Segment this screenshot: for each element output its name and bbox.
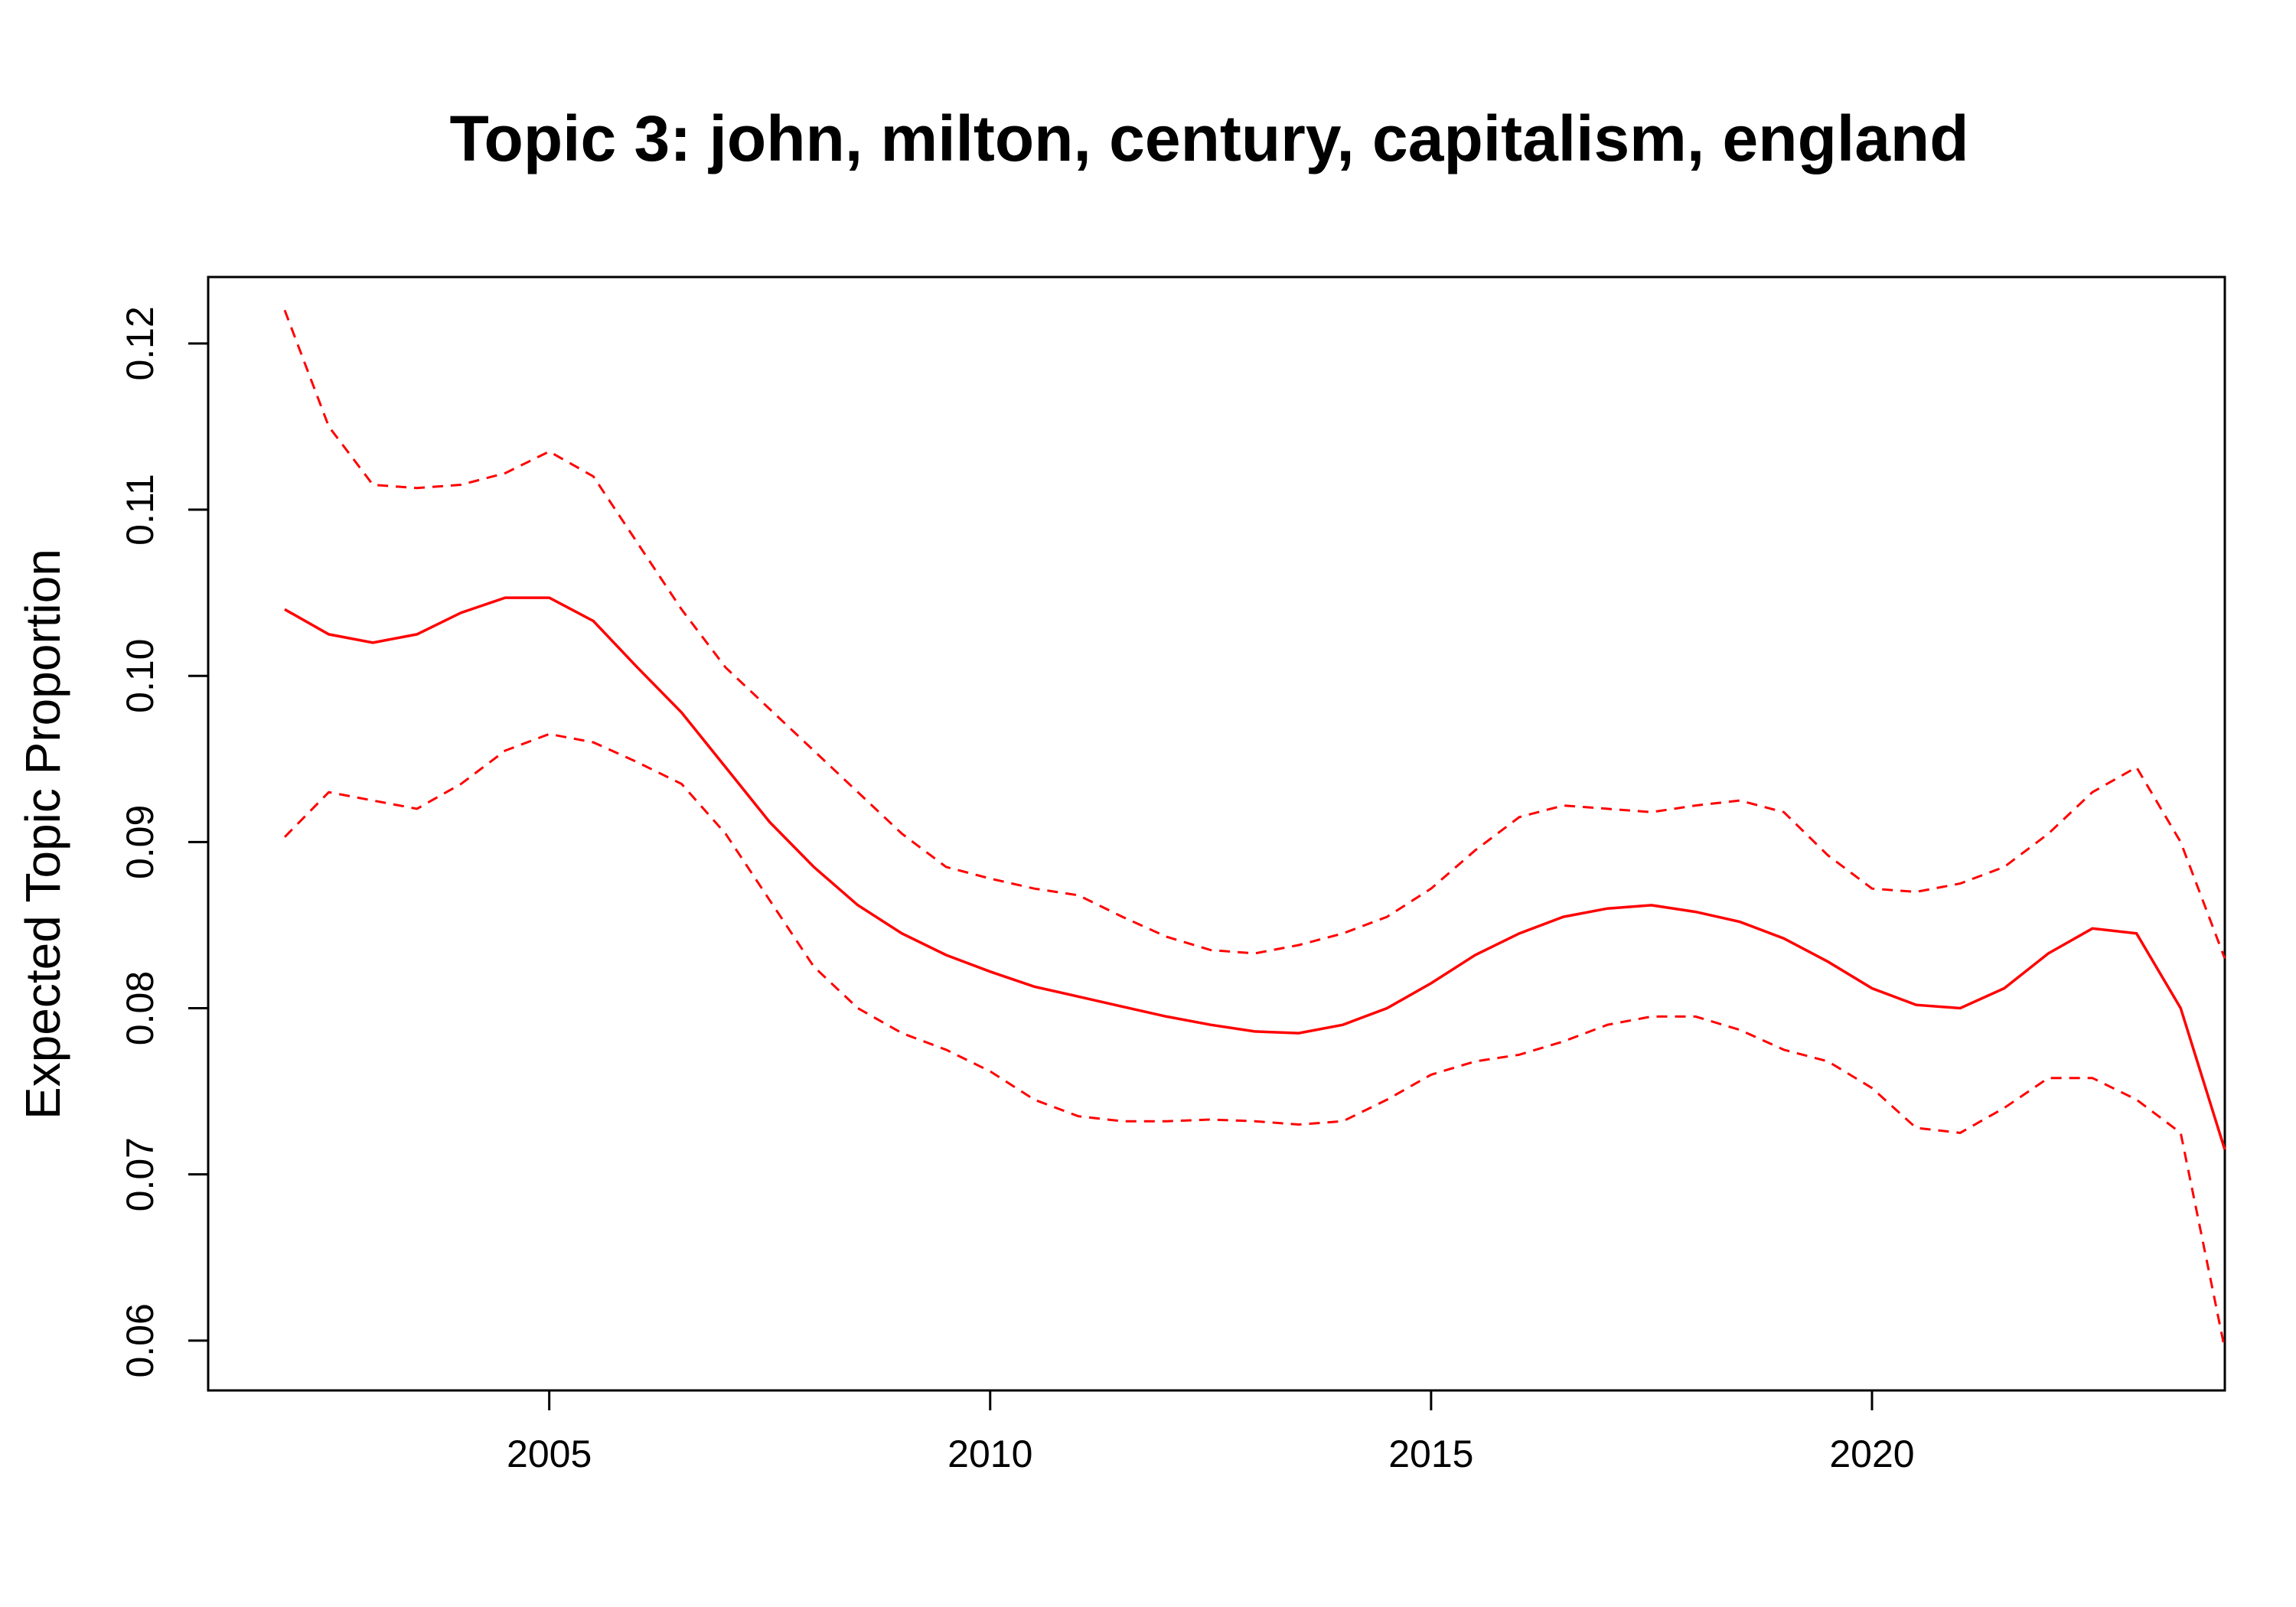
y-axis: 0.06 0.07 0.08 0.09 0.10 0.11 0.12 — [119, 306, 210, 1378]
x-tick-label: 2010 — [947, 1433, 1032, 1475]
y-axis-label: Expected Topic Proportion — [15, 549, 70, 1120]
series-line-2 — [283, 732, 2226, 1349]
y-tick-label: 0.09 — [119, 805, 161, 879]
plot-area-box — [207, 275, 2226, 1392]
y-tick-label: 0.12 — [119, 306, 161, 380]
x-tick-label: 2015 — [1388, 1433, 1473, 1475]
y-tick-label: 0.07 — [119, 1137, 161, 1211]
series-line-1 — [283, 309, 2226, 959]
y-tick-label: 0.11 — [119, 474, 161, 546]
x-axis: 2005 2010 2015 2020 — [507, 1389, 1915, 1475]
y-tick-label: 0.06 — [119, 1303, 161, 1377]
series-layer — [283, 309, 2226, 1349]
x-tick-label: 2005 — [507, 1433, 592, 1475]
y-tick-label: 0.10 — [119, 639, 161, 713]
series-line-0 — [284, 596, 2226, 1150]
x-tick-label: 2020 — [1829, 1433, 1914, 1475]
chart-title: Topic 3: john, milton, century, capitali… — [449, 103, 1968, 174]
y-tick-label: 0.08 — [119, 971, 161, 1045]
